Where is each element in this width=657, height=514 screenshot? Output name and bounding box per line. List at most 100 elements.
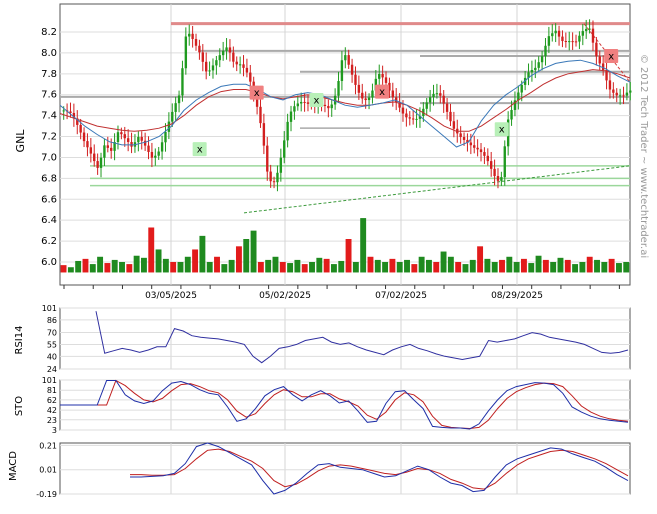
volume-bar bbox=[404, 259, 410, 273]
volume-bar bbox=[374, 259, 381, 273]
volume-bar bbox=[506, 256, 513, 273]
candle-body bbox=[103, 145, 106, 158]
volume-bar bbox=[418, 256, 425, 273]
volume-bar bbox=[316, 257, 323, 273]
sto-k-line bbox=[60, 380, 629, 430]
candle-body bbox=[171, 111, 174, 122]
candle-body bbox=[588, 28, 591, 30]
candle-body bbox=[544, 45, 547, 57]
candle-body bbox=[578, 35, 581, 42]
candle-body bbox=[574, 41, 578, 43]
candle-body bbox=[327, 105, 330, 109]
x-date-label: 05/02/2025 bbox=[259, 291, 311, 301]
candle-body bbox=[425, 102, 428, 109]
volume-bar bbox=[155, 249, 162, 273]
candle-body bbox=[490, 161, 493, 169]
candle-body bbox=[96, 161, 99, 168]
rsi-tick-label: 70 bbox=[47, 329, 57, 338]
candle-body bbox=[191, 33, 194, 39]
sto-d-line bbox=[60, 379, 629, 430]
signal-label: x bbox=[197, 145, 203, 156]
volume-bar bbox=[345, 239, 352, 273]
candle-body bbox=[330, 104, 333, 109]
volume-bar bbox=[119, 262, 125, 273]
candle-body bbox=[486, 155, 489, 162]
volume-bar bbox=[294, 259, 301, 273]
candle-body bbox=[557, 30, 561, 37]
volume-bar bbox=[170, 262, 177, 273]
candle-body bbox=[435, 93, 439, 95]
x-date-label: 03/05/2025 bbox=[145, 291, 197, 301]
candle-body bbox=[371, 90, 374, 98]
price-tick-label: 7.2 bbox=[41, 132, 57, 143]
candle-body bbox=[378, 73, 381, 79]
volume-bar bbox=[111, 259, 118, 273]
signal-label: x bbox=[608, 52, 614, 63]
volume-bar bbox=[594, 259, 600, 273]
candle-body bbox=[381, 73, 384, 78]
volume-bar bbox=[462, 264, 469, 273]
volume-bar bbox=[469, 259, 476, 273]
candle-body bbox=[184, 36, 188, 69]
volume-bar bbox=[330, 264, 337, 273]
candle-body bbox=[221, 50, 225, 56]
buy-signal-marker bbox=[494, 122, 509, 137]
rsi-line bbox=[95, 311, 629, 364]
candle-body bbox=[415, 118, 418, 120]
volume-bar bbox=[447, 256, 454, 273]
candle-body bbox=[445, 103, 449, 112]
candle-body bbox=[266, 145, 269, 172]
candle-body bbox=[113, 142, 116, 151]
sto-tick-label: 42 bbox=[47, 406, 57, 415]
candle-body bbox=[225, 47, 228, 51]
candle-body bbox=[164, 131, 167, 143]
candle-body bbox=[568, 41, 571, 43]
signal-label: x bbox=[499, 125, 505, 136]
candle-body bbox=[238, 64, 242, 66]
volume-bar bbox=[75, 260, 82, 273]
candle-body bbox=[296, 103, 299, 107]
candle-body bbox=[530, 70, 534, 73]
volume-bar bbox=[440, 251, 447, 273]
candle-body bbox=[259, 106, 262, 124]
volume-bar bbox=[608, 258, 615, 273]
panel-frame-macd bbox=[59, 442, 631, 495]
candle-body bbox=[520, 84, 523, 93]
candle-body bbox=[110, 147, 113, 151]
candle-body bbox=[534, 67, 537, 71]
candle-body bbox=[242, 64, 245, 68]
sell-signal-marker bbox=[249, 85, 264, 100]
panel-frame-rsi bbox=[59, 307, 631, 370]
candle-body bbox=[493, 168, 496, 177]
candle-body bbox=[143, 140, 147, 146]
candle-body bbox=[283, 140, 286, 158]
volume-bar bbox=[389, 258, 396, 273]
candle-body bbox=[618, 95, 622, 97]
candle-body bbox=[126, 138, 130, 142]
volume-bar bbox=[67, 267, 74, 273]
candle-body bbox=[452, 121, 456, 129]
price-tick-label: 6.8 bbox=[41, 173, 57, 184]
candle-body bbox=[388, 82, 391, 91]
candle-body bbox=[293, 106, 296, 112]
volume-bar bbox=[572, 264, 579, 273]
candle-body bbox=[154, 155, 157, 158]
volume-bar bbox=[352, 262, 359, 273]
sto-label: STO bbox=[14, 396, 25, 416]
panel-frame-sto bbox=[59, 379, 631, 431]
candle-body bbox=[99, 157, 103, 168]
candle-body bbox=[510, 109, 513, 120]
candle-body bbox=[439, 93, 442, 96]
x-date-label: 07/02/2025 bbox=[375, 291, 427, 301]
volume-bar bbox=[360, 218, 367, 273]
volume-bar bbox=[520, 258, 527, 273]
candle-body bbox=[601, 63, 605, 70]
candle-body bbox=[160, 142, 164, 152]
candle-body bbox=[150, 151, 154, 158]
volume-bar bbox=[89, 264, 96, 273]
volume-bar bbox=[177, 262, 184, 273]
candle-body bbox=[401, 107, 405, 114]
candle-body bbox=[198, 45, 201, 53]
candle-body bbox=[279, 157, 283, 173]
candle-body bbox=[517, 92, 520, 101]
